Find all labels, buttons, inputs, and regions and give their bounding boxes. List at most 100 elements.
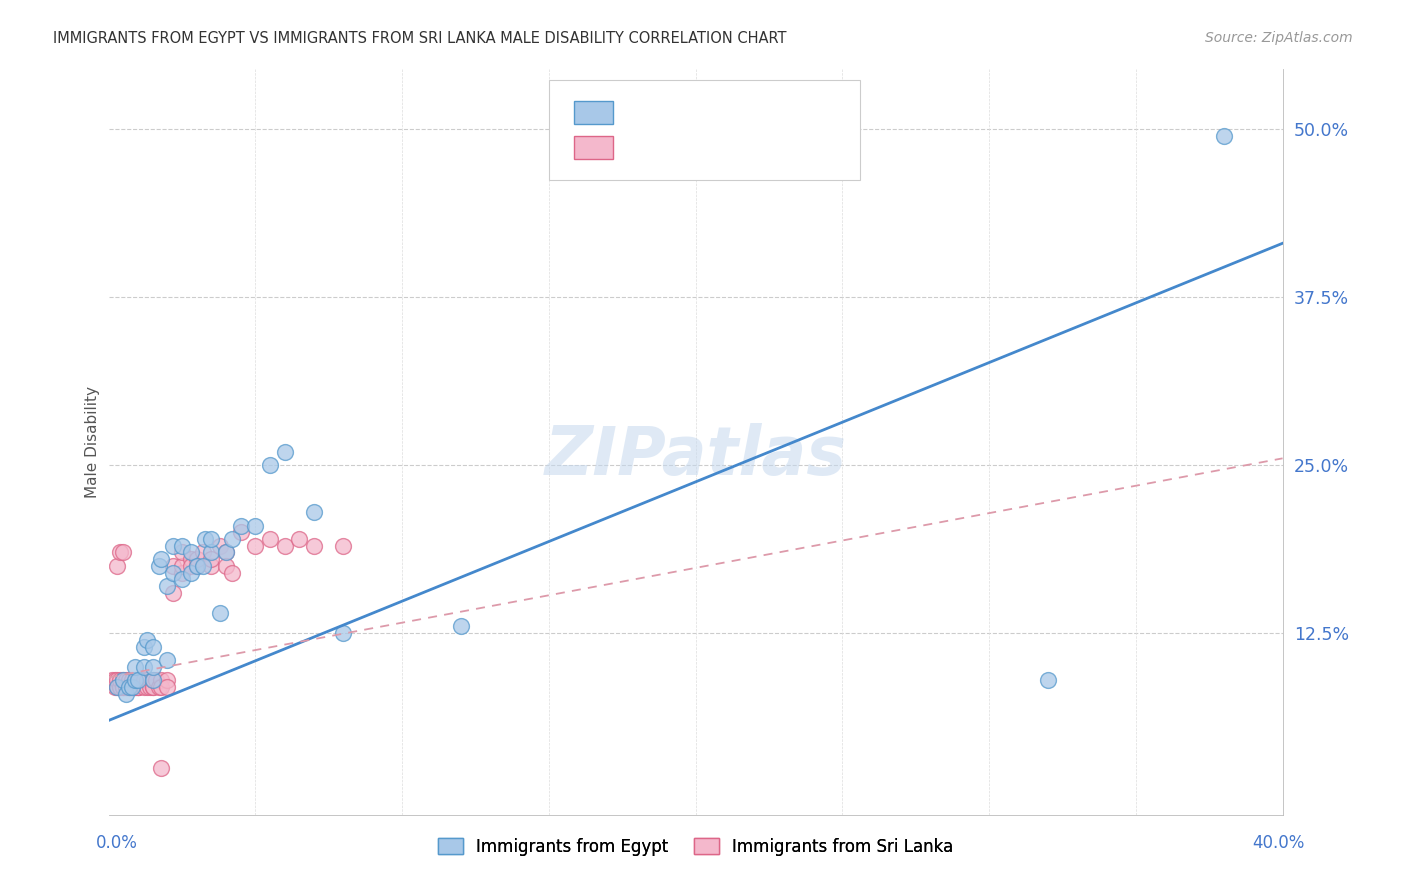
Point bbox=[332, 626, 354, 640]
Point bbox=[124, 680, 146, 694]
Point bbox=[221, 532, 243, 546]
Point bbox=[200, 545, 222, 559]
Text: ZIPatlas: ZIPatlas bbox=[544, 424, 846, 490]
Point bbox=[221, 566, 243, 580]
Point bbox=[142, 680, 165, 694]
Legend: Immigrants from Egypt, Immigrants from Sri Lanka: Immigrants from Egypt, Immigrants from S… bbox=[432, 830, 960, 863]
Point bbox=[150, 552, 173, 566]
Point bbox=[118, 680, 141, 694]
FancyBboxPatch shape bbox=[574, 136, 613, 159]
Point bbox=[127, 680, 149, 694]
Point bbox=[191, 545, 214, 559]
Point bbox=[107, 558, 129, 573]
Point bbox=[121, 680, 143, 694]
Point bbox=[107, 680, 129, 694]
Point bbox=[118, 673, 141, 687]
Point bbox=[107, 680, 129, 694]
Point bbox=[127, 673, 149, 687]
FancyBboxPatch shape bbox=[574, 102, 613, 124]
Point bbox=[124, 673, 146, 687]
Point bbox=[124, 680, 146, 694]
Point bbox=[127, 680, 149, 694]
Point bbox=[156, 653, 179, 667]
Text: 0.125: 0.125 bbox=[666, 138, 718, 157]
Point bbox=[150, 760, 173, 774]
Point bbox=[1212, 128, 1234, 143]
Point bbox=[112, 673, 135, 687]
Point bbox=[107, 673, 129, 687]
Point bbox=[118, 680, 141, 694]
Point bbox=[100, 673, 122, 687]
Point bbox=[150, 680, 173, 694]
Point bbox=[170, 558, 193, 573]
Point bbox=[209, 539, 232, 553]
Point bbox=[138, 680, 160, 694]
Point bbox=[112, 680, 135, 694]
Point bbox=[115, 673, 138, 687]
Point bbox=[170, 539, 193, 553]
Point bbox=[156, 673, 179, 687]
Text: 68: 68 bbox=[787, 138, 810, 157]
Point bbox=[302, 539, 325, 553]
Point bbox=[332, 539, 354, 553]
Point bbox=[180, 566, 202, 580]
Point bbox=[180, 552, 202, 566]
Point bbox=[115, 687, 138, 701]
Point bbox=[132, 680, 155, 694]
Text: 0.725: 0.725 bbox=[666, 103, 718, 121]
Point bbox=[200, 532, 222, 546]
Point bbox=[162, 558, 184, 573]
Point bbox=[135, 680, 157, 694]
Point bbox=[259, 532, 281, 546]
Point bbox=[121, 673, 143, 687]
Point bbox=[142, 680, 165, 694]
Point bbox=[124, 659, 146, 673]
Point bbox=[112, 545, 135, 559]
Point bbox=[121, 680, 143, 694]
Point bbox=[186, 558, 208, 573]
Point bbox=[274, 539, 297, 553]
Point bbox=[288, 532, 311, 546]
Point bbox=[112, 680, 135, 694]
Point bbox=[156, 579, 179, 593]
Text: 41: 41 bbox=[787, 103, 810, 121]
Point bbox=[115, 680, 138, 694]
Point bbox=[274, 444, 297, 458]
Point bbox=[142, 640, 165, 654]
Point bbox=[135, 632, 157, 647]
Point bbox=[115, 680, 138, 694]
Point bbox=[142, 659, 165, 673]
Point bbox=[170, 572, 193, 586]
Text: IMMIGRANTS FROM EGYPT VS IMMIGRANTS FROM SRI LANKA MALE DISABILITY CORRELATION C: IMMIGRANTS FROM EGYPT VS IMMIGRANTS FROM… bbox=[53, 31, 787, 46]
Point bbox=[150, 673, 173, 687]
Point bbox=[229, 525, 252, 540]
FancyBboxPatch shape bbox=[548, 79, 860, 180]
Point bbox=[110, 680, 132, 694]
Point bbox=[118, 680, 141, 694]
Point bbox=[186, 558, 208, 573]
Point bbox=[215, 545, 238, 559]
Point bbox=[215, 558, 238, 573]
Point bbox=[245, 518, 267, 533]
Text: Source: ZipAtlas.com: Source: ZipAtlas.com bbox=[1205, 31, 1353, 45]
Point bbox=[132, 640, 155, 654]
Point bbox=[186, 552, 208, 566]
Point bbox=[1036, 673, 1059, 687]
Text: 40.0%: 40.0% bbox=[1253, 834, 1305, 852]
Point bbox=[110, 680, 132, 694]
Point bbox=[191, 558, 214, 573]
Point bbox=[127, 680, 149, 694]
Point bbox=[127, 673, 149, 687]
Point bbox=[145, 673, 167, 687]
Point bbox=[103, 680, 125, 694]
Point bbox=[156, 680, 179, 694]
Point bbox=[124, 673, 146, 687]
Point bbox=[450, 619, 472, 633]
Point bbox=[180, 545, 202, 559]
Point bbox=[215, 545, 238, 559]
Point bbox=[132, 673, 155, 687]
Point bbox=[110, 673, 132, 687]
Point bbox=[194, 532, 217, 546]
Point bbox=[127, 673, 149, 687]
Point bbox=[142, 673, 165, 687]
